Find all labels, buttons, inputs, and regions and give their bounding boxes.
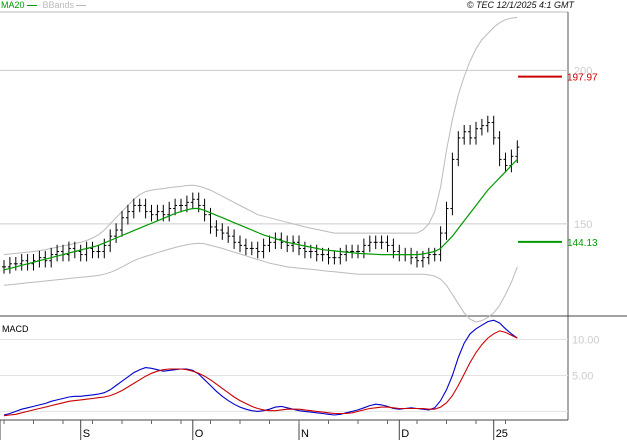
bbands-lower-line xyxy=(3,242,518,323)
macd-series-signal xyxy=(3,330,518,417)
macd-series-macd xyxy=(3,319,518,416)
legend: MA20 BBands xyxy=(1,0,88,10)
ma20-line xyxy=(3,158,518,271)
legend-bbands-swatch xyxy=(76,5,87,7)
x-tick-label: S xyxy=(83,428,90,440)
price-tick-label: 200 xyxy=(574,65,592,77)
copyright-text: © TEC 12/1/2025 4:1 GMT xyxy=(466,0,574,10)
bbands-upper-line xyxy=(3,16,518,256)
legend-ma20-swatch xyxy=(26,5,37,7)
legend-bbands: BBands xyxy=(42,0,75,10)
macd-tick-label: 10.00 xyxy=(572,335,600,347)
x-tick-label: N xyxy=(301,428,309,440)
price-tick-label: 150 xyxy=(574,219,592,231)
legend-ma20: MA20 xyxy=(1,0,25,10)
x-tick-label: O xyxy=(195,428,204,440)
reference-label: 197.97 xyxy=(567,73,598,84)
x-tick-label: D xyxy=(401,428,409,440)
x-tick-label: 25 xyxy=(496,428,508,440)
macd-tick-label: 5.00 xyxy=(572,370,593,382)
reference-label: 144.13 xyxy=(567,238,598,249)
macd-label: MACD xyxy=(2,324,29,334)
